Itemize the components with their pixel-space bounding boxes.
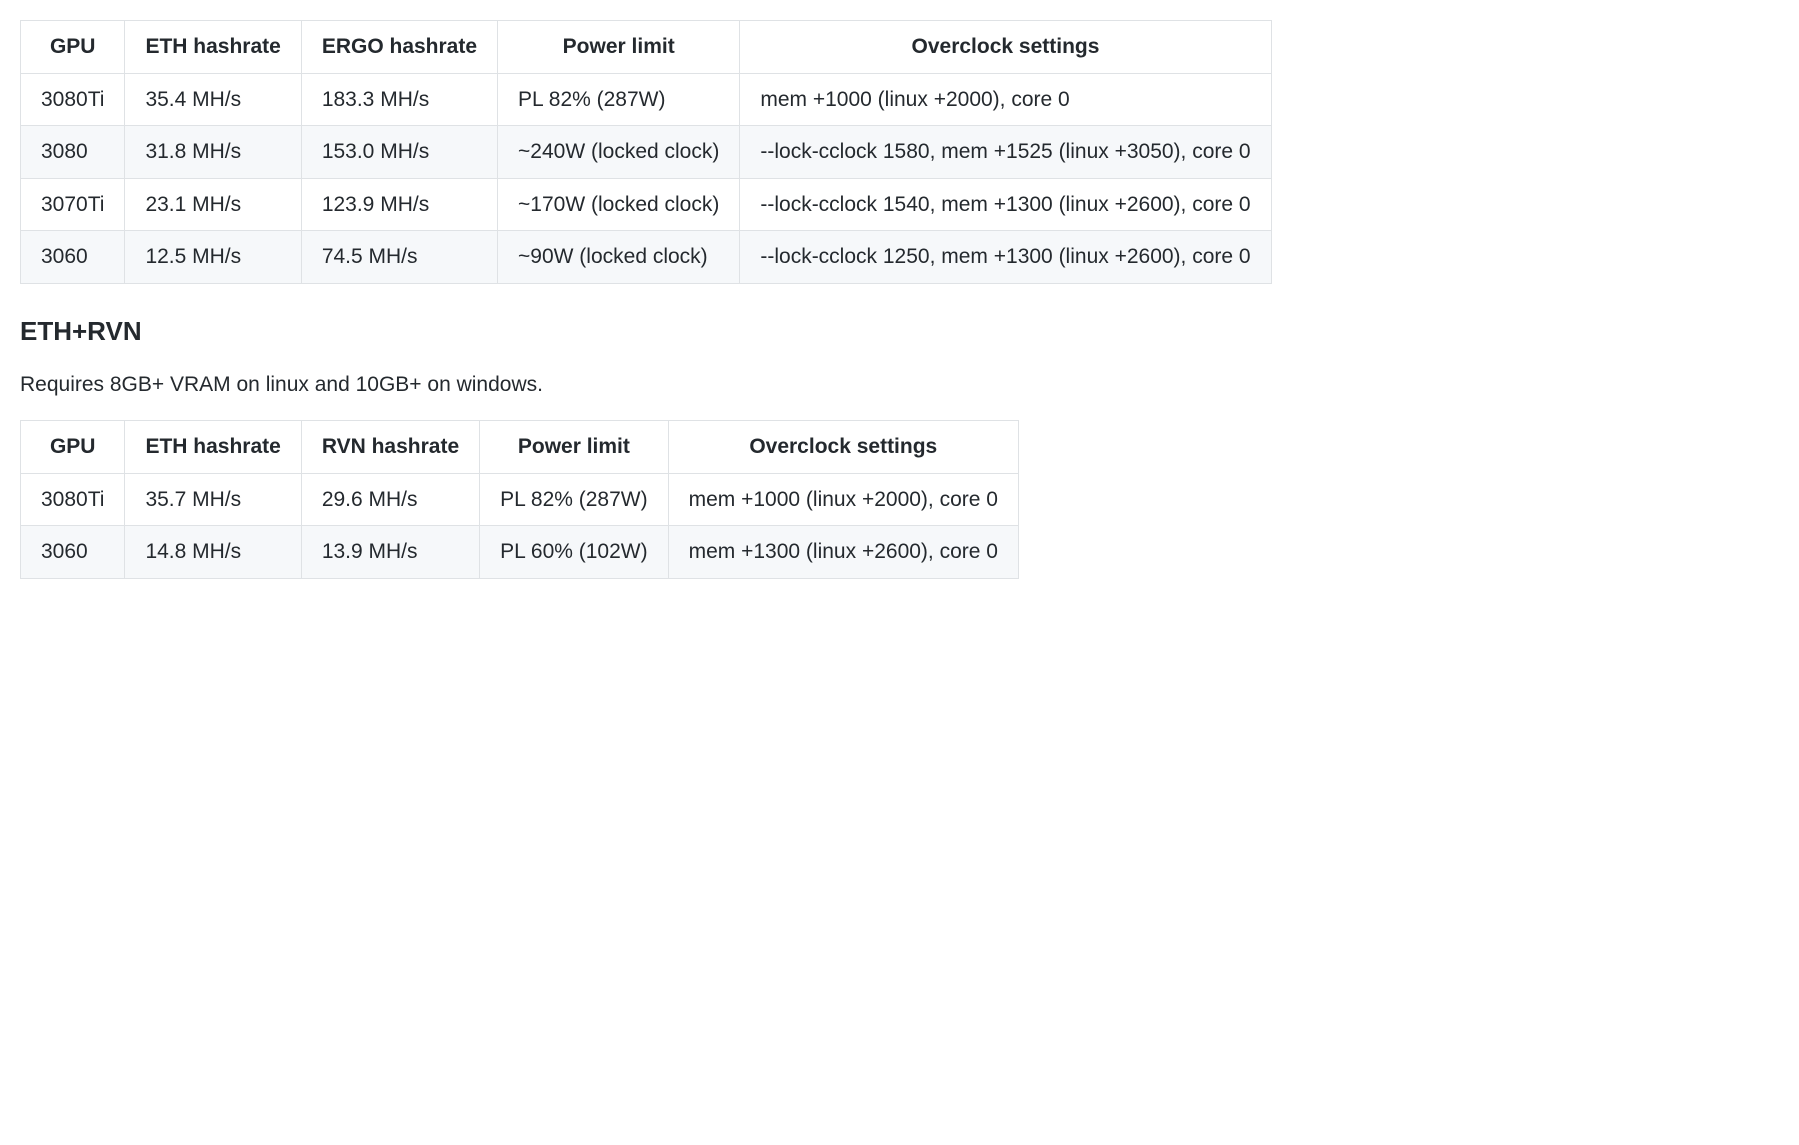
cell-gpu: 3080Ti	[21, 473, 125, 526]
cell-gpu: 3060	[21, 231, 125, 284]
cell-rvn: 13.9 MH/s	[301, 526, 479, 579]
cell-eth: 35.4 MH/s	[125, 73, 301, 126]
cell-eth: 23.1 MH/s	[125, 178, 301, 231]
cell-overclock: mem +1000 (linux +2000), core 0	[668, 473, 1018, 526]
cell-overclock: --lock-cclock 1580, mem +1525 (linux +30…	[740, 126, 1271, 179]
eth-rvn-description: Requires 8GB+ VRAM on linux and 10GB+ on…	[20, 369, 1779, 401]
table-row: 3060 12.5 MH/s 74.5 MH/s ~90W (locked cl…	[21, 231, 1272, 284]
col-ergo-hashrate: ERGO hashrate	[301, 21, 497, 74]
col-overclock-settings: Overclock settings	[740, 21, 1271, 74]
cell-gpu: 3070Ti	[21, 178, 125, 231]
cell-ergo: 74.5 MH/s	[301, 231, 497, 284]
cell-eth: 35.7 MH/s	[125, 473, 301, 526]
table-row: 3070Ti 23.1 MH/s 123.9 MH/s ~170W (locke…	[21, 178, 1272, 231]
col-gpu: GPU	[21, 421, 125, 474]
cell-rvn: 29.6 MH/s	[301, 473, 479, 526]
col-power-limit: Power limit	[498, 21, 740, 74]
col-rvn-hashrate: RVN hashrate	[301, 421, 479, 474]
table-row: 3080 31.8 MH/s 153.0 MH/s ~240W (locked …	[21, 126, 1272, 179]
cell-eth: 14.8 MH/s	[125, 526, 301, 579]
cell-overclock: --lock-cclock 1250, mem +1300 (linux +26…	[740, 231, 1271, 284]
col-gpu: GPU	[21, 21, 125, 74]
cell-power: ~170W (locked clock)	[498, 178, 740, 231]
cell-power: PL 82% (287W)	[480, 473, 668, 526]
cell-ergo: 183.3 MH/s	[301, 73, 497, 126]
table-header-row: GPU ETH hashrate RVN hashrate Power limi…	[21, 421, 1019, 474]
cell-ergo: 153.0 MH/s	[301, 126, 497, 179]
cell-ergo: 123.9 MH/s	[301, 178, 497, 231]
cell-gpu: 3060	[21, 526, 125, 579]
cell-eth: 31.8 MH/s	[125, 126, 301, 179]
table-row: 3060 14.8 MH/s 13.9 MH/s PL 60% (102W) m…	[21, 526, 1019, 579]
cell-power: ~90W (locked clock)	[498, 231, 740, 284]
rvn-hashrate-table: GPU ETH hashrate RVN hashrate Power limi…	[20, 420, 1779, 579]
col-overclock-settings: Overclock settings	[668, 421, 1018, 474]
cell-overclock: mem +1300 (linux +2600), core 0	[668, 526, 1018, 579]
col-eth-hashrate: ETH hashrate	[125, 21, 301, 74]
col-power-limit: Power limit	[480, 421, 668, 474]
table-header-row: GPU ETH hashrate ERGO hashrate Power lim…	[21, 21, 1272, 74]
cell-overclock: mem +1000 (linux +2000), core 0	[740, 73, 1271, 126]
cell-power: PL 60% (102W)	[480, 526, 668, 579]
table-row: 3080Ti 35.4 MH/s 183.3 MH/s PL 82% (287W…	[21, 73, 1272, 126]
cell-overclock: --lock-cclock 1540, mem +1300 (linux +26…	[740, 178, 1271, 231]
cell-power: PL 82% (287W)	[498, 73, 740, 126]
table-row: 3080Ti 35.7 MH/s 29.6 MH/s PL 82% (287W)…	[21, 473, 1019, 526]
cell-gpu: 3080Ti	[21, 73, 125, 126]
cell-eth: 12.5 MH/s	[125, 231, 301, 284]
eth-rvn-heading: ETH+RVN	[20, 312, 1779, 351]
col-eth-hashrate: ETH hashrate	[125, 421, 301, 474]
ergo-hashrate-table: GPU ETH hashrate ERGO hashrate Power lim…	[20, 20, 1779, 284]
cell-power: ~240W (locked clock)	[498, 126, 740, 179]
cell-gpu: 3080	[21, 126, 125, 179]
